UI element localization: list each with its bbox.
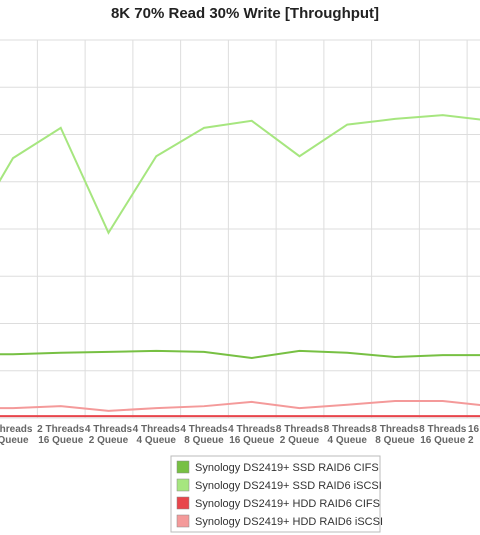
x-tick-label-line: 8 Queue xyxy=(184,435,224,446)
x-tick-label: 2 Threads 16 Queue xyxy=(37,424,85,446)
x-tick-label: ThreadsQueue xyxy=(0,424,33,446)
legend-swatch xyxy=(176,496,190,510)
x-tick-label-line: 8 Threads xyxy=(371,424,419,435)
x-tick-label: 16 2 xyxy=(468,424,480,446)
x-tick-label-line: 8 Threads xyxy=(419,424,467,435)
x-tick-label-line: 2 Queue xyxy=(89,435,129,446)
x-tick-label: 8 Threads 2 Queue xyxy=(276,424,324,446)
chart-title: 8K 70% Read 30% Write [Throughput] xyxy=(111,5,379,22)
series-line xyxy=(0,399,480,412)
x-tick-label: 4 Threads 2 Queue xyxy=(85,424,133,446)
x-tick-label-line: 16 xyxy=(468,424,480,435)
x-tick-label-line: 4 Queue xyxy=(137,435,177,446)
series-line xyxy=(0,349,480,360)
x-tick-label-line: Threads xyxy=(0,424,33,435)
x-tick-label: 8 Threads 4 Queue xyxy=(324,424,372,446)
legend-label: Synology DS2419+ HDD RAID6 iSCSI xyxy=(195,516,383,528)
x-tick-label-line: 16 Queue xyxy=(420,435,465,446)
x-tick-label: 8 Threads 8 Queue xyxy=(371,424,419,446)
x-tick-label: 4 Threads 4 Queue xyxy=(133,424,181,446)
x-tick-label-line: 2 Queue xyxy=(280,435,320,446)
x-tick-label-line: 8 Threads xyxy=(276,424,324,435)
x-tick-label-line: 2 xyxy=(468,435,474,446)
legend-swatch xyxy=(176,514,190,528)
legend-label: Synology DS2419+ SSD RAID6 CIFS xyxy=(195,462,379,474)
legend-swatch xyxy=(176,478,190,492)
x-tick-label: 4 Threads 8 Queue xyxy=(180,424,228,446)
x-tick-label-line: Queue xyxy=(0,435,29,446)
x-tick-label-line: 4 Threads xyxy=(133,424,181,435)
x-tick-label-line: 16 Queue xyxy=(38,435,83,446)
x-tick-label-line: 2 Threads xyxy=(37,424,85,435)
legend xyxy=(170,455,381,533)
x-tick-label-line: 4 Threads xyxy=(228,424,276,435)
x-tick-label-line: 8 Queue xyxy=(375,435,415,446)
legend-swatch xyxy=(176,460,190,474)
x-tick-label-line: 8 Threads xyxy=(324,424,372,435)
legend-label: Synology DS2419+ SSD RAID6 iSCSI xyxy=(195,480,382,492)
x-tick-label-line: 4 Queue xyxy=(328,435,368,446)
x-tick-label: 4 Threads 16 Queue xyxy=(228,424,276,446)
x-tick-label: 8 Threads 16 Queue xyxy=(419,424,467,446)
x-tick-label-line: 4 Threads xyxy=(85,424,133,435)
x-tick-label-line: 16 Queue xyxy=(229,435,274,446)
legend-label: Synology DS2419+ HDD RAID6 CIFS xyxy=(195,498,380,510)
series-line xyxy=(0,114,480,235)
x-tick-label-line: 4 Threads xyxy=(180,424,228,435)
